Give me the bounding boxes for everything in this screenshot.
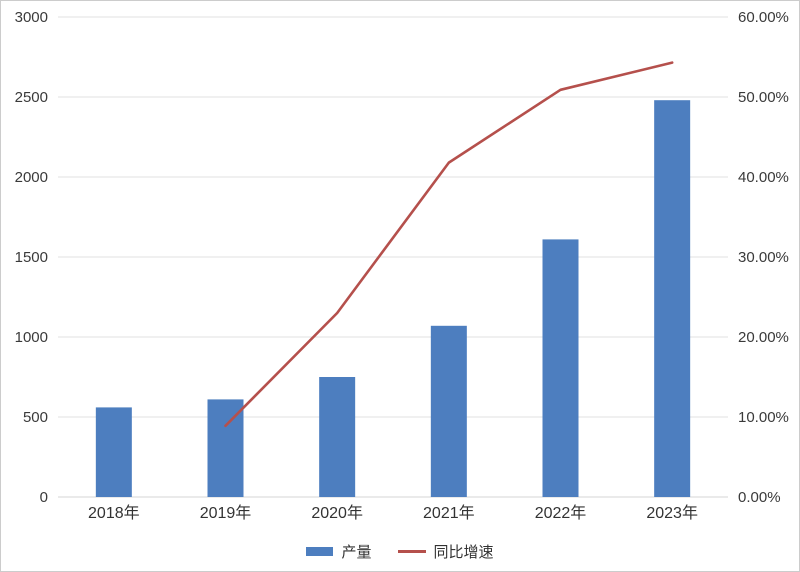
right-axis-tick-label: 30.00% [738,249,789,266]
left-axis-tick-label: 2500 [15,89,48,106]
right-axis-tick-label: 60.00% [738,9,789,26]
x-axis-category-label: 2020年 [311,504,363,522]
right-axis-tick-label: 0.00% [738,489,781,506]
bar-2018年 [95,407,132,497]
bar-2019年 [207,399,244,497]
bar-2020年 [319,377,356,497]
bar-2021年 [430,325,467,497]
legend-item-growth: 同比增速 [397,541,494,562]
left-axis-tick-label: 0 [40,489,48,506]
bar-2022年 [542,239,579,497]
left-axis-tick-label: 1500 [15,249,48,266]
right-axis-tick-label: 50.00% [738,89,789,106]
legend-item-production: 产量 [306,541,372,562]
bar-2023年 [654,100,691,497]
line-swatch-icon [397,549,426,553]
x-axis-category-label: 2023年 [646,504,698,522]
x-axis-category-label: 2019年 [200,504,252,522]
left-axis-tick-label: 3000 [15,9,48,26]
left-axis-tick-label: 2000 [15,169,48,186]
left-axis-tick-label: 500 [23,409,48,426]
x-axis-category-label: 2022年 [535,504,587,522]
x-axis-category-label: 2021年 [423,504,475,522]
left-axis-tick-label: 1000 [15,329,48,346]
legend: 产量 同比增速 [1,539,799,563]
right-axis-tick-label: 40.00% [738,169,789,186]
legend-label-growth: 同比增速 [433,543,494,561]
right-axis-tick-label: 10.00% [738,409,789,426]
bar-swatch-icon [306,546,334,556]
legend-label-production: 产量 [341,543,372,561]
growth-line [224,61,674,428]
x-axis-category-label: 2018年 [88,504,140,522]
right-axis-tick-label: 20.00% [738,329,789,346]
